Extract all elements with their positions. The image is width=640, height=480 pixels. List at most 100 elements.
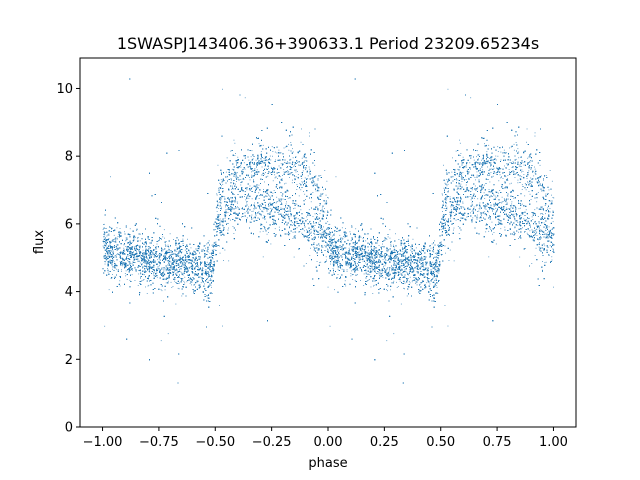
data-point: [388, 270, 390, 272]
data-point: [533, 175, 535, 177]
data-point: [123, 249, 125, 251]
data-point: [419, 258, 421, 260]
data-point: [260, 224, 262, 225]
data-point: [103, 227, 105, 229]
data-point: [475, 205, 477, 207]
data-point: [414, 250, 416, 252]
data-point: [447, 218, 449, 220]
data-point: [281, 208, 283, 210]
data-point: [323, 236, 325, 238]
data-point: [438, 254, 440, 256]
data-point: [325, 241, 327, 242]
data-point: [255, 189, 257, 191]
data-point: [215, 226, 217, 228]
data-point: [429, 283, 431, 285]
data-point: [156, 272, 158, 274]
data-point: [394, 258, 396, 260]
data-point: [388, 276, 390, 277]
data-point: [313, 228, 315, 230]
data-point: [552, 210, 554, 212]
data-point: [184, 282, 186, 284]
data-point: [544, 245, 546, 247]
data-point: [302, 156, 304, 158]
data-point: [334, 226, 336, 227]
data-point: [262, 230, 264, 232]
data-point: [189, 283, 191, 284]
data-point: [485, 224, 487, 226]
data-point: [258, 184, 260, 186]
data-point: [187, 238, 188, 240]
data-point: [518, 231, 519, 233]
data-point: [251, 211, 253, 212]
data-point: [117, 269, 119, 270]
data-point: [338, 241, 340, 242]
data-point: [478, 204, 480, 206]
data-point: [109, 226, 111, 227]
data-point: [460, 197, 462, 199]
data-point: [302, 182, 304, 184]
data-point: [218, 214, 220, 216]
data-point: [129, 228, 131, 230]
data-point: [515, 158, 517, 160]
data-point: [445, 205, 447, 207]
data-point: [500, 151, 502, 153]
data-point: [323, 226, 324, 228]
data-point: [493, 209, 495, 210]
data-point: [212, 250, 214, 252]
data-point: [254, 168, 256, 170]
data-point: [320, 193, 321, 195]
data-point: [486, 162, 488, 164]
data-point: [225, 209, 227, 210]
data-point: [123, 244, 125, 246]
data-point: [249, 221, 251, 223]
data-point: [222, 190, 224, 192]
data-point: [284, 183, 285, 185]
data-point: [525, 189, 527, 191]
data-point: [383, 240, 385, 242]
data-point: [379, 275, 380, 277]
data-point: [420, 263, 422, 265]
data-point: [548, 218, 550, 220]
data-point: [280, 163, 282, 165]
data-point: [348, 247, 350, 249]
data-point: [314, 164, 316, 166]
data-point: [495, 196, 497, 198]
data-point: [303, 191, 304, 192]
data-point: [258, 211, 260, 213]
data-point: [546, 225, 548, 227]
data-point: [216, 244, 217, 245]
data-point: [303, 217, 305, 219]
data-point: [210, 278, 211, 280]
data-point: [267, 192, 269, 194]
data-point: [153, 277, 155, 278]
data-point: [169, 273, 170, 275]
data-point: [327, 248, 328, 250]
data-point: [110, 277, 112, 279]
data-point: [103, 231, 105, 233]
data-point: [284, 162, 285, 163]
data-point: [351, 239, 353, 241]
data-point: [108, 256, 110, 257]
data-point: [169, 233, 171, 235]
data-point: [271, 146, 273, 148]
data-point: [459, 194, 461, 195]
data-point: [284, 217, 286, 219]
data-point: [129, 267, 131, 269]
data-point: [509, 171, 510, 173]
data-point: [545, 225, 547, 227]
data-point: [434, 252, 436, 254]
data-point: [108, 239, 110, 241]
data-point: [468, 208, 470, 210]
data-point: [309, 132, 310, 134]
data-point: [215, 229, 217, 230]
data-point: [121, 270, 122, 272]
data-point: [205, 247, 206, 249]
data-point: [252, 210, 254, 212]
data-point: [181, 257, 183, 259]
data-point: [285, 182, 287, 184]
data-point: [427, 272, 429, 274]
data-point: [188, 262, 190, 263]
data-point: [351, 246, 353, 248]
data-point: [506, 187, 508, 189]
data-point: [549, 203, 551, 205]
